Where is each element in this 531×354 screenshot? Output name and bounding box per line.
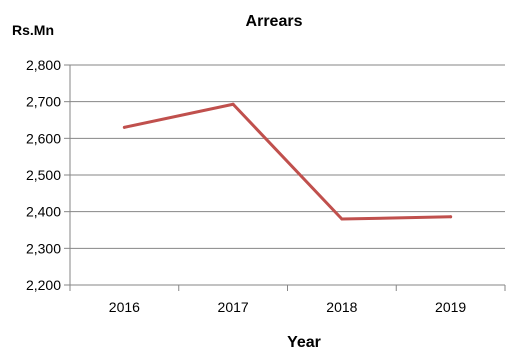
x-tick-label: 2017 xyxy=(218,299,249,315)
data-point xyxy=(340,217,344,221)
y-axis-label: Rs.Mn xyxy=(12,22,54,38)
x-tick-label: 2019 xyxy=(435,299,466,315)
axes xyxy=(64,64,506,291)
data-point xyxy=(231,102,235,106)
series-lines xyxy=(122,102,453,221)
y-tick-label: 2,200 xyxy=(26,277,61,293)
x-tick-labels: 2016 2017 2018 2019 xyxy=(109,299,467,315)
y-tick-label: 2,500 xyxy=(26,167,61,183)
series-line xyxy=(122,102,453,221)
y-tick-label: 2,800 xyxy=(26,57,61,73)
x-axis-label: Year xyxy=(287,334,321,351)
y-tick-label: 2,300 xyxy=(26,240,61,256)
y-tick-label: 2,600 xyxy=(26,130,61,146)
chart-title: Arrears xyxy=(246,13,303,30)
data-point xyxy=(449,215,453,219)
y-tick-label: 2,400 xyxy=(26,204,61,220)
y-tick-labels: 2,200 2,300 2,400 2,500 2,600 2,700 2,800 xyxy=(26,57,61,293)
data-point xyxy=(122,125,126,129)
x-tick-label: 2016 xyxy=(109,299,140,315)
x-tick-label: 2018 xyxy=(326,299,357,315)
gridlines xyxy=(70,64,505,249)
y-tick-label: 2,700 xyxy=(26,94,61,110)
